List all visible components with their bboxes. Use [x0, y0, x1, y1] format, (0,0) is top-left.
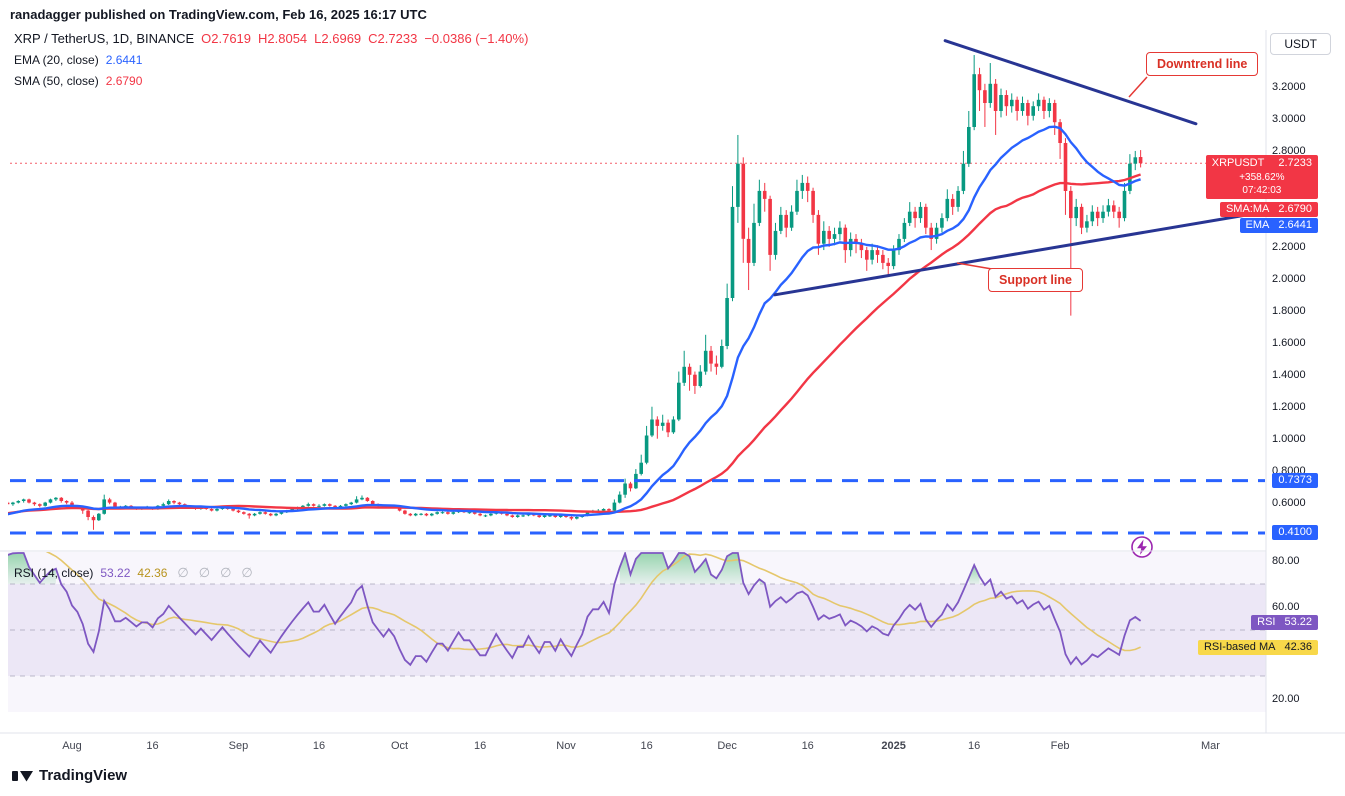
time-tick: 16 [640, 740, 653, 752]
support-callout[interactable]: Support line [988, 268, 1083, 292]
time-tick: 16 [801, 740, 814, 752]
high-value: H2.8054 [258, 31, 308, 46]
callout-tail [956, 262, 993, 270]
sma-line [8, 173, 1141, 515]
rsi-overbought-fill [8, 553, 56, 584]
last-price-badge: XRPUSDT 2.7233 +358.62% 07:42:03 [1205, 155, 1318, 200]
level-badge-0-4100: 0.4100 [1272, 525, 1318, 540]
close-value: C2.7233 [368, 31, 418, 46]
rsi-overbought-fill [968, 565, 980, 584]
ema-value: 2.6441 [105, 53, 143, 67]
rsi-ma-axis-badge: RSI-based MA 42.36 [1197, 639, 1318, 655]
time-tick: Mar [1200, 740, 1220, 752]
price-badge-countdown: 07:42:03 [1242, 185, 1282, 197]
chart-legend: XRP / TetherUS, 1D, BINANCE O2.7619 H2.8… [14, 31, 528, 88]
rsi-tick: 80.00 [1272, 555, 1300, 567]
time-tick: Oct [391, 740, 409, 752]
sma-axis-badge: SMA:MA 2.6790 [1219, 202, 1318, 218]
callout-tail [1128, 76, 1148, 98]
level-badge-0-7373: 0.7373 [1272, 472, 1318, 488]
time-tick: Dec [717, 740, 737, 752]
ghost-circle-icon: ∅ [198, 565, 211, 580]
trend-line[interactable] [943, 39, 1198, 126]
symbol-legend-row[interactable]: XRP / TetherUS, 1D, BINANCE O2.7619 H2.8… [14, 31, 528, 46]
tradingview-mark-icon [12, 770, 33, 781]
rsi-value: 53.22 [100, 566, 131, 580]
price-pane [8, 55, 1265, 535]
ghost-circle-icon: ∅ [241, 565, 253, 580]
price-tick: 2.0000 [1272, 272, 1306, 285]
time-tick: 16 [312, 740, 326, 752]
flash-icon[interactable] [1131, 536, 1153, 558]
time-tick: Feb [1050, 740, 1070, 752]
sma-label: SMA (50, close) [14, 74, 99, 88]
open-value: O2.7619 [201, 31, 252, 46]
rsi-axis-badge: RSI 53.22 [1251, 614, 1318, 630]
time-tick: Sep [228, 740, 249, 752]
ghost-circle-icon: ∅ [177, 565, 189, 580]
ema-axis-badge: EMA 2.6441 [1239, 218, 1318, 234]
price-badge-percent: +358.62% [1239, 172, 1285, 184]
sma-value: 2.6790 [105, 74, 143, 88]
rsi-pane [8, 552, 1266, 712]
ghost-circle-icon: ∅ [220, 565, 232, 580]
time-tick: Aug [62, 740, 82, 752]
attribution-text: ranadagger published on TradingView.com,… [10, 7, 427, 22]
price-tick: 1.6000 [1272, 336, 1306, 349]
price-tick: 0.6000 [1272, 496, 1306, 509]
trend-line[interactable] [773, 213, 1249, 297]
ema-label: EMA (20, close) [14, 53, 99, 67]
rsi-line [8, 552, 1142, 667]
time-tick: 16 [146, 740, 159, 752]
time-tick: 16 [473, 740, 487, 752]
price-tick: 1.4000 [1272, 368, 1306, 381]
tradingview-wordmark: TradingView [39, 767, 128, 784]
rsi-ma-line [45, 552, 1141, 652]
ema-line [8, 125, 1141, 517]
rsi-legend-row[interactable]: RSI (14, close) 53.22 42.36 ∅ ∅ ∅ ∅ [14, 565, 253, 581]
ema-legend-row[interactable]: EMA (20, close) 2.6441 [14, 53, 528, 67]
sma-legend-row[interactable]: SMA (50, close) 2.6790 [14, 74, 528, 88]
currency-toggle-button[interactable]: USDT [1270, 33, 1331, 55]
rsi-tick: 20.00 [1272, 693, 1300, 705]
symbol-title: XRP / TetherUS, 1D, BINANCE [14, 31, 195, 46]
rsi-tick: 60.00 [1272, 601, 1300, 613]
time-tick: Nov [556, 740, 576, 752]
time-tick: 16 [968, 740, 981, 752]
rsi-ma-value: 42.36 [137, 566, 168, 580]
price-tick: 1.8000 [1272, 304, 1306, 317]
downtrend-callout[interactable]: Downtrend line [1146, 52, 1259, 76]
time-tick: 2025 [881, 740, 906, 752]
change-value: −0.0386 (−1.40%) [424, 31, 529, 46]
price-tick: 3.2000 [1272, 81, 1306, 93]
low-value: L2.6969 [314, 31, 362, 46]
price-tick: 2.2000 [1272, 240, 1306, 253]
rsi-label: RSI (14, close) [14, 566, 94, 580]
tradingview-logo[interactable]: TradingView [12, 767, 127, 784]
price-tick: 1.0000 [1272, 432, 1306, 445]
price-tick: 3.0000 [1272, 112, 1306, 125]
price-badge-symbol: XRPUSDT [1211, 157, 1265, 170]
price-tick: 1.2000 [1272, 400, 1306, 413]
price-tick: 2.8000 [1272, 144, 1306, 157]
price-badge-value: 2.7233 [1278, 157, 1312, 170]
